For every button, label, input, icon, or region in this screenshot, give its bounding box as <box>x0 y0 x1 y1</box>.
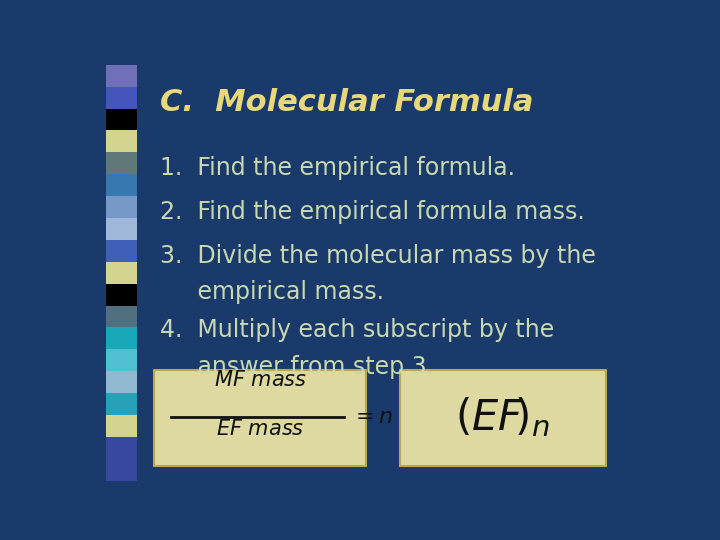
Bar <box>106 415 138 437</box>
Bar <box>106 109 138 131</box>
Text: 4.  Multiply each subscript by the: 4. Multiply each subscript by the <box>160 319 554 342</box>
Bar <box>106 262 138 284</box>
FancyBboxPatch shape <box>154 370 366 466</box>
Bar <box>106 174 138 196</box>
Text: $= n$: $= n$ <box>351 407 393 428</box>
Text: answer from step 3.: answer from step 3. <box>160 355 433 379</box>
Text: C.  Molecular Formula: C. Molecular Formula <box>160 87 534 117</box>
Bar <box>106 393 138 415</box>
Bar <box>106 327 138 349</box>
Bar <box>106 349 138 371</box>
Bar <box>106 284 138 306</box>
Text: $\mathit{MF\ mass}$: $\mathit{MF\ mass}$ <box>214 370 307 390</box>
Bar <box>106 371 138 393</box>
Bar <box>106 218 138 240</box>
Bar <box>106 152 138 174</box>
Bar <box>106 196 138 218</box>
Text: 2.  Find the empirical formula mass.: 2. Find the empirical formula mass. <box>160 200 585 224</box>
Text: 3.  Divide the molecular mass by the: 3. Divide the molecular mass by the <box>160 244 595 268</box>
Bar <box>106 306 138 327</box>
Bar <box>106 131 138 152</box>
Text: empirical mass.: empirical mass. <box>160 280 384 304</box>
Bar <box>106 437 138 458</box>
Text: $\mathit{EF\ mass}$: $\mathit{EF\ mass}$ <box>216 419 305 439</box>
Bar <box>106 240 138 262</box>
Text: 1.  Find the empirical formula.: 1. Find the empirical formula. <box>160 156 515 180</box>
Bar <box>106 65 138 87</box>
Bar <box>106 87 138 109</box>
FancyBboxPatch shape <box>400 370 606 466</box>
Bar <box>106 458 138 481</box>
Text: $\mathit{(EF\!)_n}$: $\mathit{(EF\!)_n}$ <box>456 395 550 440</box>
